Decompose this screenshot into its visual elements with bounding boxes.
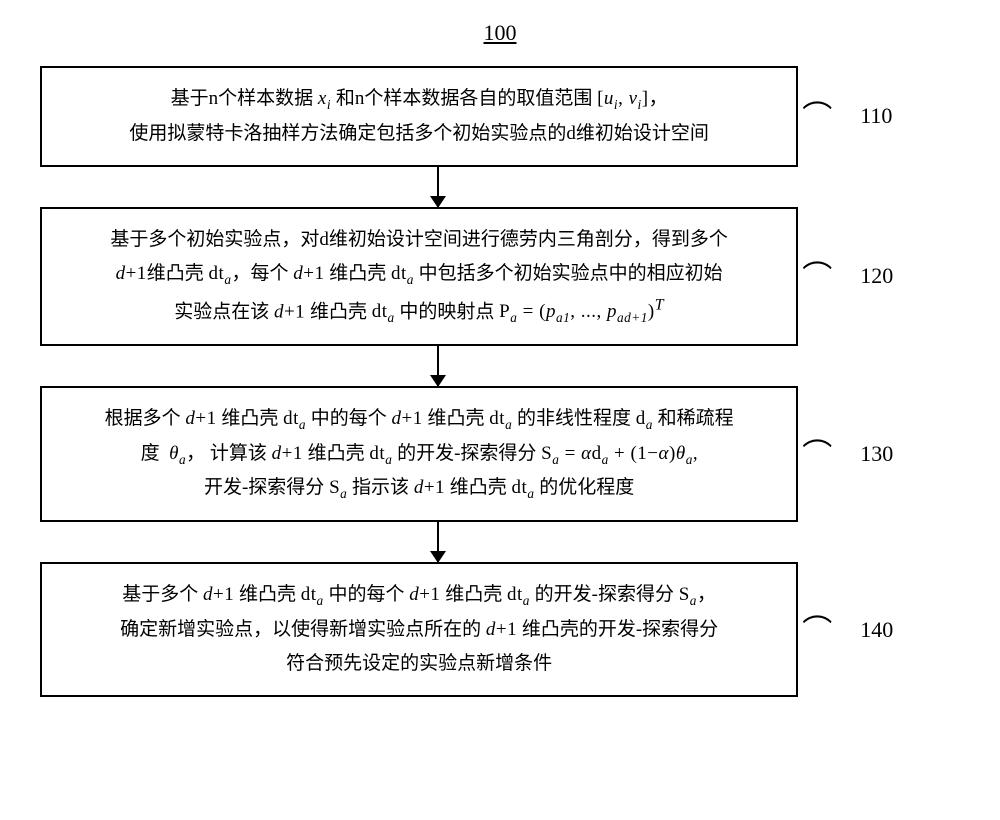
step-120-label: 120 bbox=[860, 263, 960, 289]
brace-130: ⌒ bbox=[802, 441, 832, 471]
brace-110: ⌒ bbox=[802, 103, 832, 133]
step-140-row: 基于多个 d+1 维凸壳 dta 中的每个 d+1 维凸壳 dta 的开发-探索… bbox=[40, 562, 960, 697]
step-130-label: 130 bbox=[860, 441, 960, 467]
arrow-120-130 bbox=[40, 346, 960, 386]
flow-title: 100 bbox=[40, 20, 960, 46]
step-130-row: 根据多个 d+1 维凸壳 dta 中的每个 d+1 维凸壳 dta 的非线性程度… bbox=[40, 386, 960, 522]
brace-140: ⌒ bbox=[802, 617, 832, 647]
brace-120: ⌒ bbox=[802, 263, 832, 293]
step-120-box: 基于多个初始实验点，对d维初始设计空间进行德劳内三角剖分，得到多个 d+1维凸壳… bbox=[40, 207, 798, 346]
step-110-label: 110 bbox=[860, 103, 960, 129]
arrow-110-120 bbox=[40, 167, 960, 207]
step-130-box: 根据多个 d+1 维凸壳 dta 中的每个 d+1 维凸壳 dta 的非线性程度… bbox=[40, 386, 798, 522]
step-120-row: 基于多个初始实验点，对d维初始设计空间进行德劳内三角剖分，得到多个 d+1维凸壳… bbox=[40, 207, 960, 346]
step-140-label: 140 bbox=[860, 617, 960, 643]
arrow-130-140 bbox=[40, 522, 960, 562]
step-110-box: 基于n个样本数据 xi 和n个样本数据各自的取值范围 [ui, vi]， 使用拟… bbox=[40, 66, 798, 167]
step-140-box: 基于多个 d+1 维凸壳 dta 中的每个 d+1 维凸壳 dta 的开发-探索… bbox=[40, 562, 798, 697]
step-110-row: 基于n个样本数据 xi 和n个样本数据各自的取值范围 [ui, vi]， 使用拟… bbox=[40, 66, 960, 167]
